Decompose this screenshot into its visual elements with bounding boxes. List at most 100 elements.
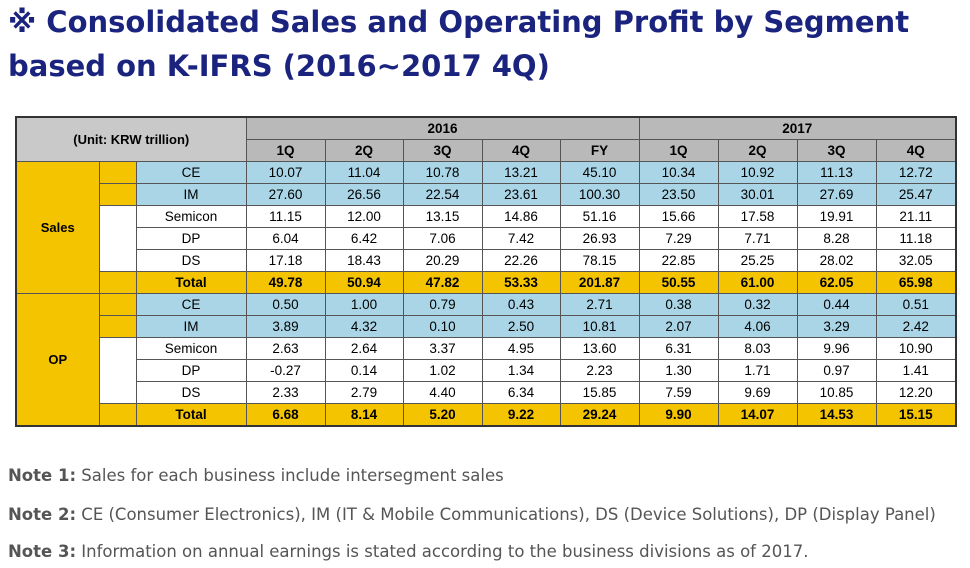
value-cell: 10.78 [402,161,483,184]
value-cell: 51.16 [559,205,640,228]
value-cell: 2.07 [638,315,719,338]
row-label: Total [135,403,247,427]
value-cell: 8.28 [796,227,877,250]
note-2: Note 2: CE (Consumer Electronics), IM (I… [8,505,936,524]
value-cell: 7.29 [638,227,719,250]
value-cell: -0.27 [245,359,326,382]
value-cell: 62.05 [796,271,877,294]
group-label: OP [15,293,100,427]
value-cell: 3.89 [245,315,326,338]
note-label: Note 1: [8,466,77,485]
value-cell: 45.10 [559,161,640,184]
value-cell: 4.32 [324,315,404,338]
note-text: Information on annual earnings is stated… [76,542,809,561]
spacer-cell [98,205,137,272]
value-cell: 13.60 [559,337,640,360]
value-cell: 25.25 [717,249,798,272]
value-cell: 6.31 [638,337,719,360]
table-row: OP CE 0.50 1.00 0.79 0.43 2.71 0.38 0.32 0.44 0.51 [15,293,957,427]
value-cell: 12.20 [875,381,957,404]
value-cell: 17.18 [245,249,326,272]
value-cell: 30.01 [717,183,798,206]
spacer-cell [98,315,137,338]
value-cell: 14.53 [796,403,877,427]
value-cell: 0.50 [245,293,326,316]
value-cell: 53.33 [481,271,561,294]
table-row: DP -0.27 0.14 1.02 1.34 2.23 1.30 1.71 0.97 1.41 [16,359,957,382]
value-cell: 6.04 [245,227,326,250]
segment-table: (Unit: KRW trillion) 2016 2017 1Q 2Q 3Q … [15,116,958,427]
value-cell: 4.95 [481,337,561,360]
value-cell: 0.43 [481,293,561,316]
value-cell: 4.06 [717,315,798,338]
value-cell: 0.51 [875,293,957,316]
value-cell: 3.29 [796,315,877,338]
value-cell: 10.34 [638,161,719,184]
value-cell: 3.37 [402,337,483,360]
value-cell: 17.58 [717,205,798,228]
value-cell: 2.64 [324,337,404,360]
year-header-row: (Unit: KRW trillion) 2016 2017 [15,116,957,162]
value-cell: 12.72 [875,161,957,184]
value-cell: 201.87 [559,271,640,294]
value-cell: 11.18 [875,227,957,250]
value-cell: 1.34 [481,359,561,382]
value-cell: 28.02 [796,249,877,272]
page-title: ※ Consolidated Sales and Operating Profi… [8,5,910,83]
value-cell: 21.11 [875,205,957,228]
table-row: IM 27.60 26.56 22.54 23.61 100.30 23.50 30.01 27… [16,183,957,206]
row-label: DP [135,227,247,250]
value-cell: 14.07 [717,403,798,427]
value-cell: 11.04 [324,161,404,184]
value-cell: 61.00 [717,271,798,294]
value-cell: 14.86 [481,205,561,228]
table-row: DP 6.04 6.42 7.06 7.42 26.93 7.29 7.71 8.28 11.18 [16,227,957,250]
value-cell: 32.05 [875,249,957,272]
value-cell: 19.91 [796,205,877,228]
value-cell: 8.14 [324,403,404,427]
period-header: FY [559,139,640,162]
period-header: 3Q [402,139,483,162]
value-cell: 20.29 [402,249,483,272]
row-label: IM [135,183,247,206]
value-cell: 6.42 [324,227,404,250]
value-cell: 15.85 [559,381,640,404]
spacer-cell [98,337,137,404]
value-cell: 7.42 [481,227,561,250]
spacer-cell [98,293,137,316]
table-row: DS 2.33 2.79 4.40 6.34 15.85 7.59 9.69 10.85 12.2… [16,381,957,404]
value-cell: 11.15 [245,205,326,228]
value-cell: 0.10 [402,315,483,338]
value-cell: 12.00 [324,205,404,228]
value-cell: 0.32 [717,293,798,316]
value-cell: 65.98 [875,271,957,294]
value-cell: 11.13 [796,161,877,184]
value-cell: 10.07 [245,161,326,184]
value-cell: 23.50 [638,183,719,206]
value-cell: 47.82 [402,271,483,294]
table-row: Semicon 2.63 2.64 3.37 4.95 13.60 6.31 8.03 9.96… [16,337,957,404]
note-label: Note 3: [8,542,77,561]
value-cell: 2.23 [559,359,640,382]
value-cell: 1.00 [324,293,404,316]
value-cell: 4.40 [402,381,483,404]
year-header-2017: 2017 [638,116,957,140]
value-cell: 27.60 [245,183,326,206]
note-label: Note 2: [8,505,77,524]
value-cell: 2.33 [245,381,326,404]
value-cell: 13.15 [402,205,483,228]
row-label: Semicon [135,337,247,360]
value-cell: 1.71 [717,359,798,382]
value-cell: 1.30 [638,359,719,382]
value-cell: 50.55 [638,271,719,294]
value-cell: 9.96 [796,337,877,360]
period-header-row: 1Q 2Q 3Q 4Q FY 1Q 2Q 3Q 4Q [16,139,957,162]
period-header: 1Q [245,139,326,162]
value-cell: 1.41 [875,359,957,382]
value-cell: 0.14 [324,359,404,382]
value-cell: 2.50 [481,315,561,338]
value-cell: 10.81 [559,315,640,338]
value-cell: 9.69 [717,381,798,404]
row-label: DP [135,359,247,382]
value-cell: 25.47 [875,183,957,206]
